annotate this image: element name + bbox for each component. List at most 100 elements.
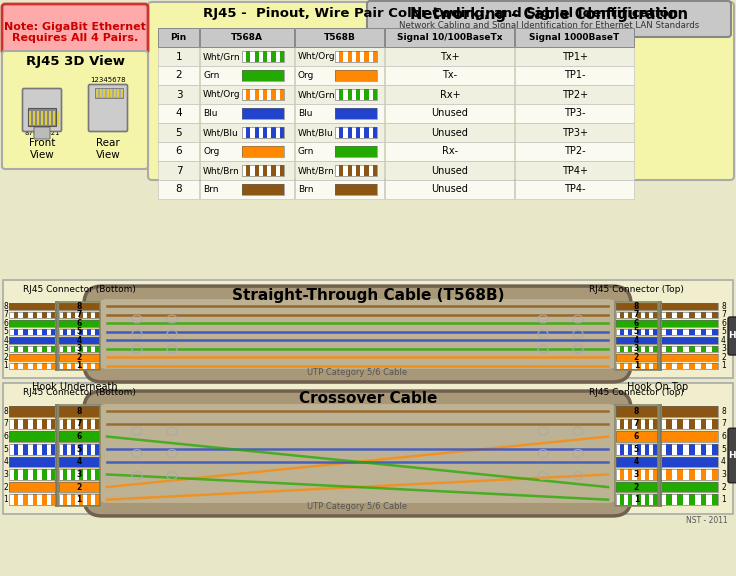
Bar xyxy=(373,127,377,138)
Bar xyxy=(616,406,657,416)
Bar xyxy=(660,444,718,454)
Text: Grn: Grn xyxy=(298,147,314,156)
Bar xyxy=(255,127,259,138)
Bar xyxy=(263,89,267,100)
Text: TP1+: TP1+ xyxy=(562,51,588,62)
Text: 3: 3 xyxy=(176,89,183,100)
Text: Crossover Cable: Crossover Cable xyxy=(299,391,437,406)
Bar xyxy=(32,494,38,505)
Bar xyxy=(373,51,377,62)
Bar xyxy=(45,111,47,125)
Bar xyxy=(23,346,28,352)
Bar xyxy=(200,161,294,180)
Bar xyxy=(658,404,662,507)
Bar xyxy=(515,123,634,142)
Bar xyxy=(23,312,28,318)
Bar xyxy=(107,89,108,97)
Bar xyxy=(49,111,51,125)
Bar xyxy=(295,104,384,123)
Bar xyxy=(59,494,99,505)
Bar xyxy=(280,127,284,138)
Bar xyxy=(9,320,56,327)
Bar xyxy=(255,165,259,176)
FancyBboxPatch shape xyxy=(148,2,734,180)
Bar xyxy=(87,312,91,318)
Bar xyxy=(653,346,657,352)
Bar xyxy=(95,444,99,454)
Text: 5: 5 xyxy=(176,127,183,138)
Bar xyxy=(59,312,99,318)
Bar xyxy=(666,362,671,369)
Bar xyxy=(242,165,284,176)
Bar xyxy=(23,328,28,335)
Bar xyxy=(689,494,695,505)
Bar xyxy=(364,127,369,138)
Text: TP1-: TP1- xyxy=(565,70,586,81)
Bar xyxy=(158,104,199,123)
Bar xyxy=(629,362,632,369)
Bar xyxy=(712,328,718,335)
Bar xyxy=(42,419,46,429)
Bar xyxy=(385,85,514,104)
Bar xyxy=(59,337,99,343)
Bar xyxy=(629,312,632,318)
Bar xyxy=(87,469,91,480)
Text: 5: 5 xyxy=(634,327,639,336)
Bar xyxy=(255,51,259,62)
Bar xyxy=(616,320,657,327)
Text: RJ45 -  Pinout, Wire Pair Color Coding, and Signal Identification: RJ45 - Pinout, Wire Pair Color Coding, a… xyxy=(203,7,679,21)
Text: Front
View: Front View xyxy=(29,138,55,160)
Bar xyxy=(121,89,122,97)
Bar xyxy=(272,127,275,138)
Bar xyxy=(335,184,377,195)
Bar xyxy=(59,431,99,442)
Bar xyxy=(200,180,294,199)
Bar xyxy=(263,165,267,176)
Bar xyxy=(616,328,657,335)
Bar xyxy=(712,419,718,429)
Bar xyxy=(79,444,83,454)
Bar xyxy=(616,354,657,361)
Text: 8: 8 xyxy=(3,407,8,416)
Bar xyxy=(95,494,99,505)
Text: Unused: Unused xyxy=(431,184,468,195)
Bar xyxy=(200,104,294,123)
Bar xyxy=(14,328,18,335)
Text: T568B: T568B xyxy=(324,33,355,42)
Text: 6: 6 xyxy=(721,432,726,441)
Text: Networking – Cable Configuration: Networking – Cable Configuration xyxy=(410,6,688,21)
Bar xyxy=(515,28,634,47)
Bar xyxy=(677,419,683,429)
Text: 7: 7 xyxy=(634,419,639,429)
Bar xyxy=(9,457,56,467)
Bar xyxy=(660,494,718,505)
Bar xyxy=(32,362,38,369)
Bar xyxy=(335,108,377,119)
Bar xyxy=(660,406,718,416)
Bar xyxy=(689,346,695,352)
Bar xyxy=(616,494,657,505)
Text: TP2-: TP2- xyxy=(565,146,586,157)
Bar xyxy=(42,328,46,335)
Bar xyxy=(637,346,640,352)
Bar xyxy=(103,89,105,97)
Text: Tx+: Tx+ xyxy=(440,51,460,62)
Text: 6: 6 xyxy=(176,146,183,157)
Bar xyxy=(689,362,695,369)
Bar xyxy=(653,328,657,335)
Bar xyxy=(59,346,99,352)
Bar xyxy=(677,469,683,480)
Bar xyxy=(385,104,514,123)
Bar xyxy=(59,457,99,467)
FancyBboxPatch shape xyxy=(2,51,148,169)
Bar xyxy=(620,346,624,352)
Bar xyxy=(55,301,59,371)
Bar xyxy=(660,457,718,467)
Bar xyxy=(14,312,18,318)
Bar xyxy=(59,419,99,429)
Text: RJ45 Connector (Top): RJ45 Connector (Top) xyxy=(589,388,684,397)
Text: 6: 6 xyxy=(634,432,639,441)
Bar xyxy=(23,419,28,429)
FancyBboxPatch shape xyxy=(88,85,127,131)
Bar xyxy=(87,328,91,335)
